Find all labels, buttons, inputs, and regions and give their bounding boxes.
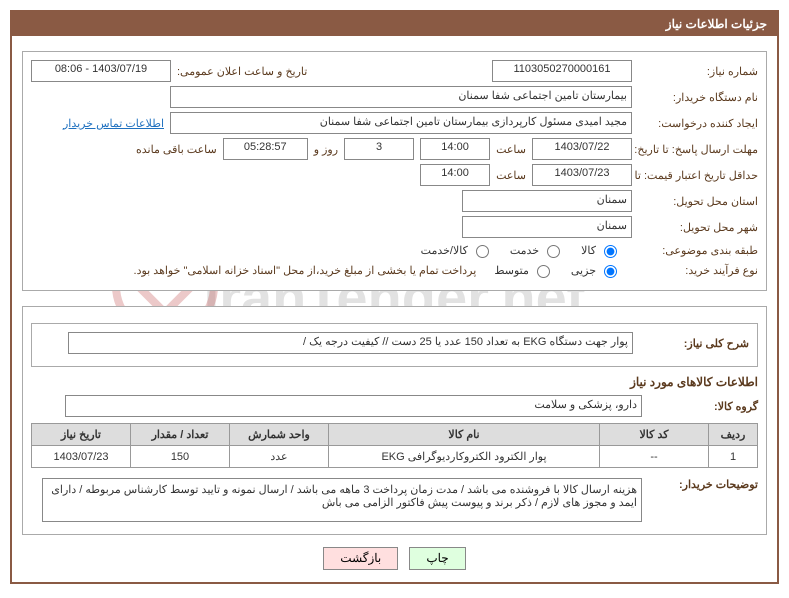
- page-header: جزئیات اطلاعات نیاز: [12, 12, 777, 36]
- creator-lbl: ایجاد کننده درخواست:: [638, 117, 758, 130]
- hour-lbl-1: ساعت: [496, 143, 526, 156]
- td-unit: عدد: [230, 446, 329, 468]
- deadline-date: 1403/07/22: [532, 138, 632, 160]
- radio-small-lbl: جزیی: [571, 264, 596, 277]
- radio-medium-input[interactable]: [537, 265, 550, 278]
- deadline-lbl: مهلت ارسال پاسخ: تا تاریخ:: [638, 143, 758, 156]
- th-row: ردیف: [709, 424, 758, 446]
- announce-value: 1403/07/19 - 08:06: [31, 60, 171, 82]
- process-lbl: نوع فرآیند خرید:: [638, 264, 758, 277]
- th-name: نام کالا: [329, 424, 600, 446]
- group-value: دارو، پزشکی و سلامت: [65, 395, 642, 417]
- need-no-lbl: شماره نیاز:: [638, 65, 758, 78]
- process-note: پرداخت تمام یا بخشی از مبلغ خرید،از محل …: [134, 264, 477, 277]
- buyer-value: بیمارستان تامین اجتماعی شفا سمنان: [170, 86, 632, 108]
- province-value: سمنان: [462, 190, 632, 212]
- buyer-lbl: نام دستگاه خریدار:: [638, 91, 758, 104]
- remain-time: 05:28:57: [223, 138, 308, 160]
- radio-service-input[interactable]: [547, 245, 560, 258]
- radio-medium-lbl: متوسط: [494, 264, 529, 277]
- td-name: پوار الکترود الکتروکاردیوگرافی EKG: [329, 446, 600, 468]
- validity-date: 1403/07/23: [532, 164, 632, 186]
- page-title: جزئیات اطلاعات نیاز: [666, 17, 767, 31]
- validity-lbl: حداقل تاریخ اعتبار قیمت: تا تاریخ:: [638, 169, 758, 182]
- radio-medium[interactable]: متوسط: [494, 262, 553, 278]
- buyer-notes-lbl: توضیحات خریدار:: [648, 478, 758, 491]
- days-and-lbl: روز و: [314, 143, 338, 156]
- th-date: تاریخ نیاز: [32, 424, 131, 446]
- buyer-notes-value: هزینه ارسال کالا با فروشنده می باشد / مد…: [42, 478, 642, 522]
- radio-small-input[interactable]: [604, 265, 617, 278]
- city-lbl: شهر محل تحویل:: [638, 221, 758, 234]
- need-desc-box: شرح کلی نیاز: پوار جهت دستگاه EKG به تعد…: [31, 323, 758, 367]
- print-button[interactable]: چاپ: [409, 547, 465, 570]
- validity-time: 14:00: [420, 164, 490, 186]
- deadline-time: 14:00: [420, 138, 490, 160]
- remain-days: 3: [344, 138, 414, 160]
- table-header-row: ردیف کد کالا نام کالا واحد شمارش تعداد /…: [32, 424, 758, 446]
- td-qty: 150: [131, 446, 230, 468]
- need-desc-value: پوار جهت دستگاه EKG به تعداد 150 عدد یا …: [68, 332, 633, 354]
- radio-both[interactable]: کالا/خدمت: [421, 242, 492, 258]
- topic-lbl: طبقه بندی موضوعی:: [638, 244, 758, 257]
- table-row: 1 -- پوار الکترود الکتروکاردیوگرافی EKG …: [32, 446, 758, 468]
- th-unit: واحد شمارش: [230, 424, 329, 446]
- th-code: کد کالا: [600, 424, 709, 446]
- announce-lbl: تاریخ و ساعت اعلان عمومی:: [177, 65, 307, 78]
- radio-goods[interactable]: کالا: [581, 242, 620, 258]
- need-desc-lbl: شرح کلی نیاز:: [639, 337, 749, 350]
- need-no: 1103050270000161: [492, 60, 632, 82]
- city-value: سمنان: [462, 216, 632, 238]
- td-code: --: [600, 446, 709, 468]
- creator-value: مجید امیدی مسئول کارپردازی بیمارستان تام…: [170, 112, 632, 134]
- button-row: چاپ بازگشت: [12, 547, 777, 570]
- hour-lbl-2: ساعت: [496, 169, 526, 182]
- td-idx: 1: [709, 446, 758, 468]
- th-qty: تعداد / مقدار: [131, 424, 230, 446]
- radio-service[interactable]: خدمت: [510, 242, 563, 258]
- radio-goods-lbl: کالا: [581, 244, 596, 257]
- items-table: ردیف کد کالا نام کالا واحد شمارش تعداد /…: [31, 423, 758, 468]
- radio-small[interactable]: جزیی: [571, 262, 620, 278]
- contact-link[interactable]: اطلاعات تماس خریدار: [63, 117, 164, 130]
- info-box: شماره نیاز: 1103050270000161 تاریخ و ساع…: [22, 51, 767, 291]
- back-button[interactable]: بازگشت: [323, 547, 398, 570]
- radio-both-input[interactable]: [476, 245, 489, 258]
- remain-lbl: ساعت باقی مانده: [136, 143, 217, 156]
- radio-goods-input[interactable]: [604, 245, 617, 258]
- radio-both-lbl: کالا/خدمت: [421, 244, 468, 257]
- detail-box: شرح کلی نیاز: پوار جهت دستگاه EKG به تعد…: [22, 306, 767, 535]
- radio-service-lbl: خدمت: [510, 244, 539, 257]
- province-lbl: استان محل تحویل:: [638, 195, 758, 208]
- td-date: 1403/07/23: [32, 446, 131, 468]
- goods-section-title: اطلاعات کالاهای مورد نیاز: [31, 375, 758, 389]
- group-lbl: گروه کالا:: [648, 400, 758, 413]
